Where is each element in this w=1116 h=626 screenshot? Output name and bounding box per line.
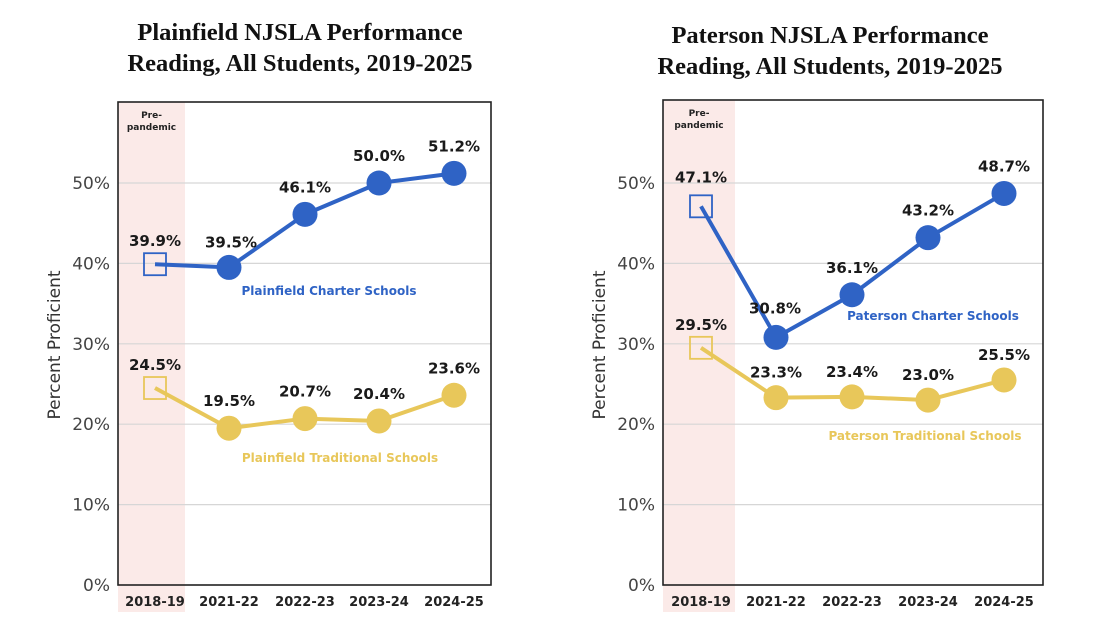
left-point-marker xyxy=(216,415,242,441)
left-prepandemic-band xyxy=(118,102,185,612)
left-data-label: 39.9% xyxy=(129,232,181,250)
right-data-label: 23.0% xyxy=(902,366,954,384)
right-xtick-label: 2021-22 xyxy=(746,595,806,610)
left-chart-title-line1: Plainfield NJSLA Performance xyxy=(137,19,463,46)
left-ytick-label: 10% xyxy=(72,496,110,516)
right-point-marker xyxy=(839,282,865,308)
right-point-marker xyxy=(915,225,941,251)
right-ylabel: Percent Proficient xyxy=(590,270,610,419)
left-chart-title-line2: Reading, All Students, 2019-2025 xyxy=(127,50,473,77)
left-ytick-label: 0% xyxy=(83,576,110,596)
left-ytick-label: 30% xyxy=(72,335,110,355)
left-series-name-label: Plainfield Traditional Schools xyxy=(242,451,438,465)
left-band-label-line2: pandemic xyxy=(127,123,176,133)
left-data-label: 23.6% xyxy=(428,359,480,377)
right-plot-border xyxy=(662,99,1044,586)
right-point-marker xyxy=(763,324,789,350)
left-ytick-label: 50% xyxy=(72,174,110,194)
right-prepandemic-band xyxy=(663,100,735,612)
left-plot-border xyxy=(117,101,492,586)
right-chart-title: Paterson NJSLA Performance Reading, All … xyxy=(540,20,1116,82)
right-data-label: 36.1% xyxy=(826,259,878,277)
left-data-label: 51.2% xyxy=(428,137,480,155)
left-data-label: 20.4% xyxy=(353,385,405,403)
right-ytick-label: 20% xyxy=(617,415,655,435)
left-band-label-line1: Pre- xyxy=(141,111,162,121)
left-point-marker xyxy=(292,201,318,227)
left-point-marker xyxy=(216,254,242,280)
right-point-marker xyxy=(915,387,941,413)
left-xtick-label: 2022-23 xyxy=(275,595,335,610)
left-data-label: 24.5% xyxy=(129,356,181,374)
right-data-label: 25.5% xyxy=(978,346,1030,364)
left-xtick-label: 2024-25 xyxy=(424,595,484,610)
right-ytick-label: 40% xyxy=(617,254,655,274)
right-point-marker xyxy=(763,385,789,411)
left-point-marker xyxy=(441,382,467,408)
left-point-marker xyxy=(366,170,392,196)
right-chart-title-line1: Paterson NJSLA Performance xyxy=(671,22,989,49)
right-xtick-label: 2023-24 xyxy=(898,595,958,610)
left-point-marker xyxy=(366,408,392,434)
left-ytick-label: 40% xyxy=(72,254,110,274)
right-band-label-line1: Pre- xyxy=(689,109,710,119)
right-xtick-label: 2022-23 xyxy=(822,595,882,610)
right-series-name-label: Paterson Charter Schools xyxy=(847,309,1019,323)
left-series-name-label: Plainfield Charter Schools xyxy=(242,284,417,298)
right-point-marker xyxy=(991,180,1017,206)
right-xtick-label: 2024-25 xyxy=(974,595,1034,610)
right-band-label-line2: pandemic xyxy=(674,121,723,131)
left-point-marker-square xyxy=(143,252,167,277)
right-data-label: 29.5% xyxy=(675,316,727,334)
left-point-marker xyxy=(292,406,318,432)
right-data-label: 23.3% xyxy=(750,364,802,382)
left-ylabel: Percent Proficient xyxy=(45,270,65,419)
left-data-label: 19.5% xyxy=(203,392,255,410)
right-data-label: 48.7% xyxy=(978,157,1030,175)
left-chart-title: Plainfield NJSLA Performance Reading, Al… xyxy=(0,17,600,79)
right-point-marker-square xyxy=(689,194,713,219)
right-ytick-label: 10% xyxy=(617,496,655,516)
right-ytick-label: 0% xyxy=(628,576,655,596)
left-xtick-label: 2023-24 xyxy=(349,595,409,610)
left-data-label: 46.1% xyxy=(279,178,331,196)
right-ytick-label: 50% xyxy=(617,174,655,194)
right-xtick-label: 2018-19 xyxy=(671,595,731,610)
right-ytick-label: 30% xyxy=(617,335,655,355)
left-data-label: 50.0% xyxy=(353,147,405,165)
right-data-label: 43.2% xyxy=(902,202,954,220)
right-point-marker-square xyxy=(689,335,713,360)
right-chart-title-line2: Reading, All Students, 2019-2025 xyxy=(657,53,1003,80)
left-data-label: 20.7% xyxy=(279,383,331,401)
right-series-name-label: Paterson Traditional Schools xyxy=(828,429,1021,443)
right-data-label: 30.8% xyxy=(749,299,801,317)
left-data-label: 39.5% xyxy=(205,233,257,251)
right-point-marker xyxy=(839,384,865,410)
right-data-label: 23.4% xyxy=(826,363,878,381)
left-point-marker xyxy=(441,160,467,186)
left-xtick-label: 2021-22 xyxy=(199,595,259,610)
left-xtick-label: 2018-19 xyxy=(125,595,185,610)
right-data-label: 47.1% xyxy=(675,168,727,186)
left-ytick-label: 20% xyxy=(72,415,110,435)
right-point-marker xyxy=(991,367,1017,393)
left-point-marker-square xyxy=(143,376,167,400)
